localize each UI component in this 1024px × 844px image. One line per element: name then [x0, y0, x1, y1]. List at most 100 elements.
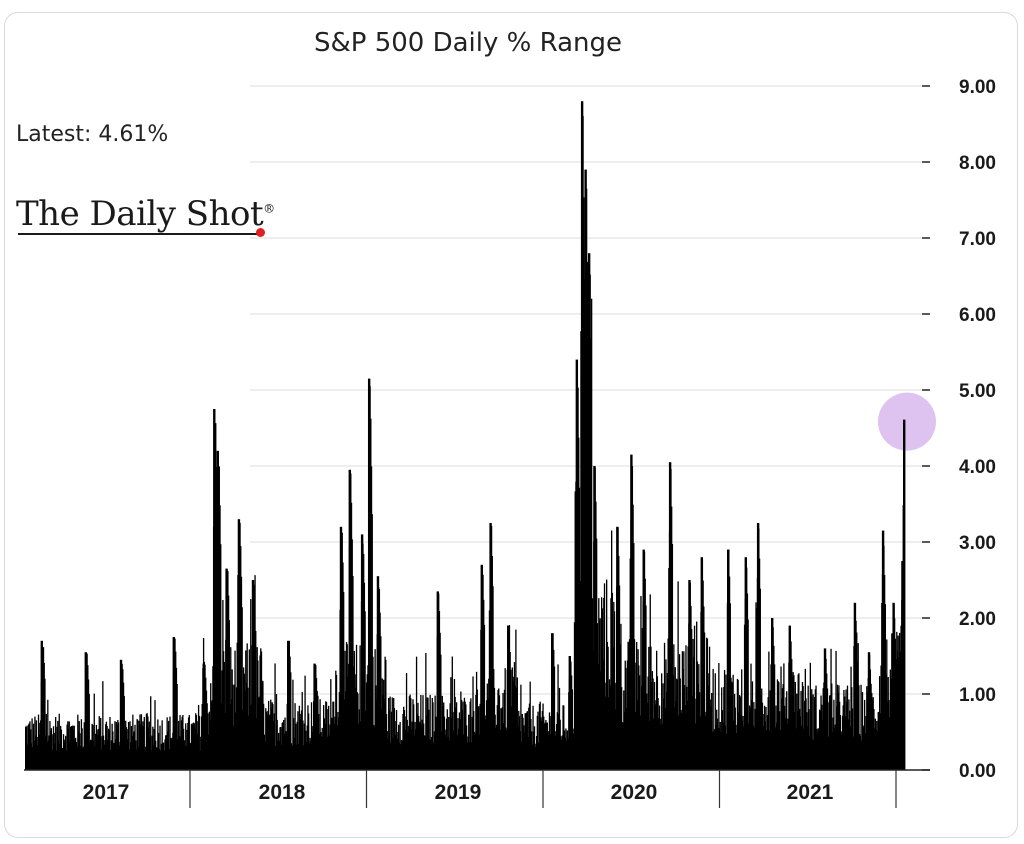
daily-range-bar [715, 724, 717, 770]
daily-range-bar [423, 735, 426, 770]
daily-range-bar [175, 651, 177, 770]
daily-range-bar [443, 702, 445, 770]
daily-range-bar [671, 544, 674, 770]
daily-range-bar [781, 698, 783, 770]
daily-range-bar [808, 709, 810, 770]
y-tick-label: 1.00 [959, 685, 996, 706]
daily-range-bar [346, 644, 348, 770]
daily-range-bar [255, 718, 258, 770]
daily-range-bar [232, 726, 235, 770]
peak-bar [313, 663, 316, 770]
daily-range-bar [37, 737, 39, 770]
daily-range-bar [444, 729, 446, 770]
daily-range-bar [897, 635, 899, 770]
daily-range-bar [186, 729, 188, 770]
daily-range-bar [296, 721, 298, 770]
daily-range-bar [699, 716, 701, 770]
daily-range-bar [709, 699, 711, 770]
daily-range-bar [626, 660, 629, 770]
daily-range-bar [796, 710, 799, 770]
daily-range-bar [633, 639, 636, 770]
daily-range-bar [294, 703, 296, 770]
peak-bar [881, 530, 885, 770]
daily-range-bar [94, 746, 96, 770]
daily-range-bar [478, 706, 480, 770]
daily-range-bar [830, 648, 832, 770]
daily-range-bar [155, 747, 158, 770]
daily-range-bar [817, 728, 819, 770]
daily-range-bar [719, 721, 721, 770]
daily-range-bar [354, 687, 356, 770]
peak-bar [901, 561, 904, 770]
y-tick-label: 7.00 [959, 229, 996, 250]
daily-range-bar [224, 713, 226, 770]
daily-range-bar [773, 664, 776, 770]
daily-range-bar [71, 726, 73, 770]
peak-bar [756, 523, 760, 770]
daily-range-bar [51, 750, 53, 770]
daily-range-bar [292, 718, 295, 770]
peak-bar [568, 656, 571, 770]
daily-range-bar [866, 686, 868, 770]
peak-bar [788, 625, 791, 770]
daily-range-bar [178, 736, 180, 770]
daily-range-bar [542, 703, 544, 770]
daily-range-bar [843, 696, 846, 770]
daily-range-bar [510, 669, 512, 770]
daily-range-bar [494, 714, 496, 770]
daily-range-bar [430, 737, 433, 770]
daily-range-bar [335, 670, 337, 770]
daily-range-bar [841, 715, 844, 770]
daily-range-bar [479, 703, 481, 770]
daily-range-bar [663, 642, 666, 770]
peak-bar [853, 602, 857, 770]
daily-range-bar [838, 685, 840, 770]
daily-range-bar [93, 693, 95, 770]
daily-range-bar [558, 713, 560, 770]
daily-range-bar [434, 695, 436, 770]
daily-range-bar [733, 720, 735, 770]
daily-range-bar [375, 699, 378, 770]
daily-range-bar [333, 701, 335, 770]
daily-range-bar [753, 727, 756, 770]
daily-range-bar [485, 715, 487, 770]
daily-range-bar [636, 642, 638, 770]
daily-range-bar [865, 715, 867, 770]
daily-range-bar [28, 723, 30, 770]
peak-bar [225, 568, 228, 770]
daily-range-bar [207, 713, 209, 770]
daily-range-bar [316, 690, 318, 770]
daily-range-bar [104, 740, 106, 770]
daily-range-bar [162, 743, 164, 770]
daily-range-bar [171, 737, 173, 770]
peak-bar [360, 534, 364, 770]
daily-range-bar [806, 725, 809, 770]
daily-range-bar [338, 692, 341, 770]
daily-range-bar [509, 652, 511, 770]
daily-range-bar [60, 729, 63, 770]
daily-range-bar [696, 661, 699, 770]
daily-range-bar [687, 646, 689, 770]
daily-range-bar [894, 638, 897, 770]
daily-range-bar [710, 706, 712, 770]
daily-range-bar [541, 710, 543, 770]
daily-range-bar [297, 743, 300, 770]
daily-range-bar [803, 700, 806, 770]
daily-range-bar [600, 597, 603, 770]
daily-range-bar [445, 735, 447, 770]
daily-range-bar [285, 731, 288, 770]
daily-range-bar [130, 742, 132, 770]
daily-range-bar [95, 733, 97, 770]
daily-range-bar [47, 699, 49, 770]
daily-range-bar [189, 742, 191, 770]
daily-range-bar [579, 581, 581, 770]
daily-range-bar [716, 718, 719, 770]
daily-range-bar [753, 702, 755, 770]
daily-range-bar [344, 650, 346, 770]
daily-range-bar [145, 713, 148, 770]
daily-range-bar [743, 624, 746, 770]
daily-range-bar [190, 743, 192, 770]
daily-range-bar [858, 734, 861, 770]
daily-range-bar [763, 705, 766, 770]
daily-range-bar [117, 722, 120, 770]
